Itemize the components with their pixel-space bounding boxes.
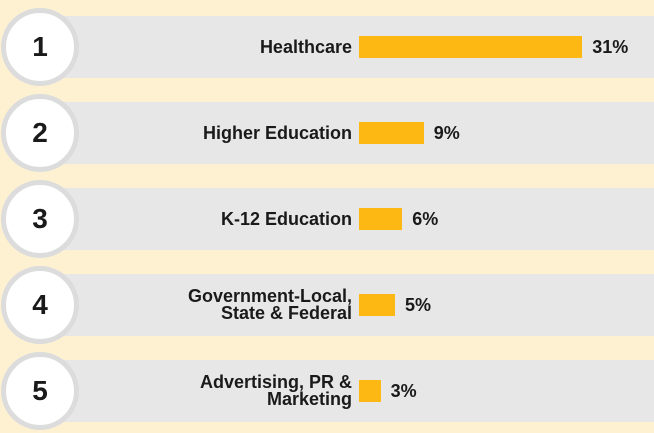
- rank-badge: 3: [1, 180, 79, 258]
- rank-badge: 5: [1, 352, 79, 430]
- row-band: [40, 102, 654, 164]
- value-label: 6%: [412, 209, 439, 229]
- rank-badge: 2: [1, 94, 79, 172]
- value-label: 31%: [592, 37, 629, 57]
- bar: [359, 294, 395, 316]
- value-label: 3%: [390, 381, 417, 401]
- row-band: [40, 360, 654, 422]
- bar: [359, 208, 403, 230]
- category-label: Higher Education: [202, 122, 352, 143]
- row-band: [40, 274, 654, 336]
- value-label: 5%: [405, 295, 432, 315]
- value-label: 9%: [433, 123, 460, 143]
- category-label: Government-Local, State & Federal: [187, 286, 352, 323]
- bar: [359, 380, 381, 402]
- bar: [359, 122, 424, 144]
- category-label: Advertising, PR & Marketing: [199, 372, 352, 409]
- bar: [359, 36, 583, 58]
- row-band: [40, 188, 654, 250]
- category-label: K-12 Education: [220, 208, 352, 229]
- category-label: Healthcare: [259, 36, 352, 57]
- rank-badge: 4: [1, 266, 79, 344]
- rank-badge: 1: [1, 8, 79, 86]
